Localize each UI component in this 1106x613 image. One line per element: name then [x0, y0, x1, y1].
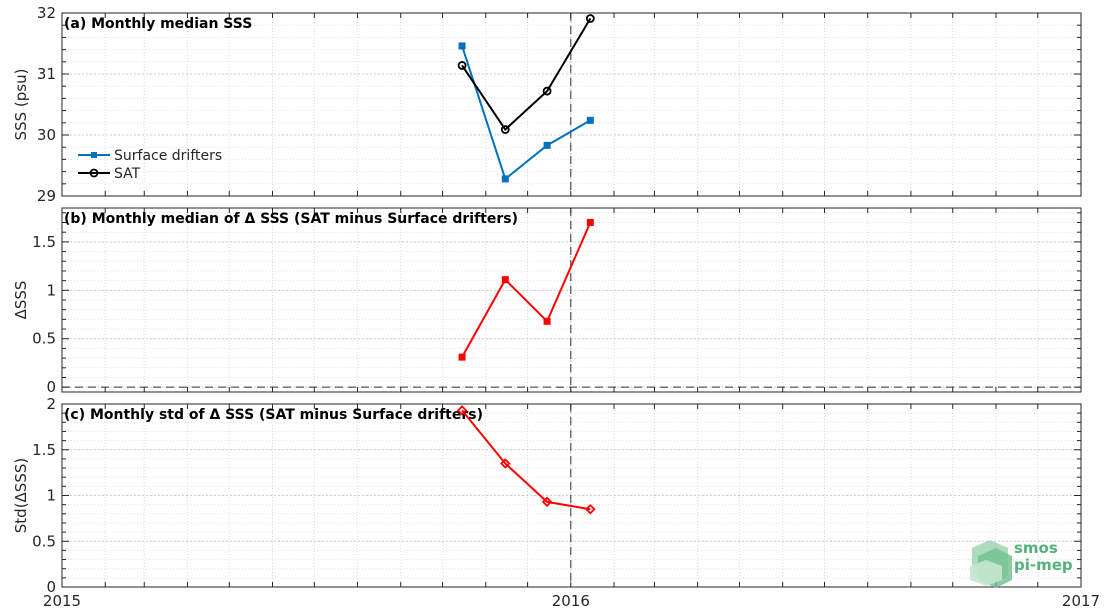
x-tick-label: 2017: [1062, 592, 1100, 610]
y-axis-title: SSS (psu): [12, 69, 30, 141]
data-point: [541, 496, 553, 508]
y-tick-label: 0.5: [32, 330, 56, 348]
axes-box: [61, 12, 1082, 197]
y-tick-label: 2: [46, 395, 56, 413]
y-tick-label: 32: [37, 4, 56, 22]
data-point: [456, 405, 468, 416]
data-point: [542, 86, 552, 96]
series-line: [461, 45, 591, 181]
smos-pimep-logo: smos pi-mep: [970, 539, 1073, 588]
data-point: [586, 116, 594, 124]
panel-title: (b) Monthly median of Δ SSS (SAT minus S…: [64, 211, 518, 227]
data-point: [501, 175, 509, 183]
data-point: [500, 125, 510, 134]
logo-line1: smos: [1014, 539, 1058, 557]
logo-graphic: [970, 540, 1012, 588]
data-point: [585, 503, 596, 515]
panel-title: (c) Monthly std of Δ SSS (SAT minus Surf…: [64, 407, 483, 423]
plot-area: [62, 13, 1081, 196]
legend-marker: [91, 152, 97, 158]
data-point: [457, 61, 467, 70]
y-tick-label: 29: [37, 187, 56, 205]
y-tick-label: 31: [37, 65, 56, 83]
y-tick-label: 0: [46, 378, 56, 396]
panel-c: 0 0.5 1 1.5 2 Std(ΔSSS) (c) Monthly std of Δ S…: [12, 395, 1082, 596]
series-line-0: [456, 405, 596, 515]
series-line: [461, 409, 591, 511]
series-line-0: [458, 219, 594, 361]
legend-marker: [89, 168, 99, 178]
data-point: [543, 317, 551, 325]
x-tick-label: 2016: [552, 592, 590, 610]
y-tick-label: 1: [46, 487, 56, 505]
legend: Surface drifters SAT: [78, 148, 222, 182]
data-point: [501, 276, 509, 284]
x-axis-labels: 2015 2016 2017: [43, 592, 1100, 610]
data-point: [586, 219, 594, 227]
logo-line2: pi-mep: [1014, 556, 1073, 574]
series-line: [461, 222, 592, 358]
y-tick-label: 0.5: [32, 532, 56, 550]
data-point: [500, 458, 511, 469]
plot-area: [62, 208, 1081, 392]
y-tick-label: 0: [46, 578, 56, 596]
y-tick-label: 1: [46, 281, 56, 299]
legend-label: SAT: [114, 166, 141, 182]
data-point: [585, 14, 595, 23]
data-point: [458, 42, 466, 50]
panel-a: 29 30 31 32 SSS (psu) (a) Monthly median SSS S…: [12, 4, 1082, 205]
panel-title: (a) Monthly median SSS: [64, 16, 252, 32]
y-tick-label: 1.5: [32, 441, 56, 459]
data-point: [458, 353, 466, 361]
panel-b: 0 0.5 1 1.5 ΔSSS (b) Monthly median of Δ SSS …: [12, 207, 1082, 396]
y-tick-label: 1.5: [32, 233, 56, 251]
legend-label: Surface drifters: [114, 148, 222, 164]
series-sat: [457, 14, 595, 134]
y-axis-title: ΔSSS: [12, 281, 30, 320]
data-point: [543, 141, 551, 149]
y-axis-title: Std(ΔSSS): [12, 458, 30, 533]
y-tick-label: 30: [37, 126, 56, 144]
x-tick-label: 2015: [43, 592, 81, 610]
panels: 29 30 31 32 SSS (psu) (a) Monthly median SSS S…: [12, 4, 1100, 610]
series-line: [461, 17, 592, 132]
series-surface-drifters: [458, 42, 594, 183]
